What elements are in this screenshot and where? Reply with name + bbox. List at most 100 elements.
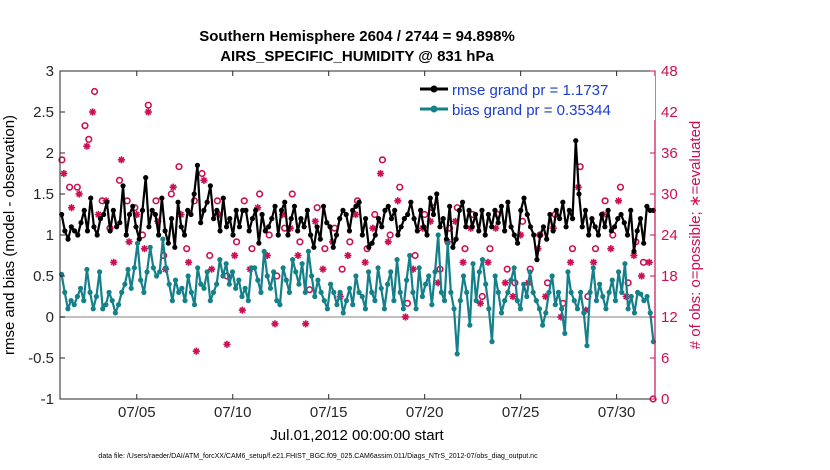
series-point-1: [125, 266, 131, 273]
obs-evaluated-marker: [566, 258, 575, 266]
series-point-1: [486, 306, 492, 312]
series-point-0: [308, 232, 314, 238]
y-axis-label: rmse and bias (model - observation): [1, 115, 18, 355]
series-point-1: [413, 306, 419, 312]
series-point-0: [282, 199, 288, 205]
series-point-0: [605, 207, 611, 213]
y-tick-label: 1.5: [33, 186, 54, 203]
obs-evaluated-marker: [169, 183, 177, 191]
series-point-0: [91, 224, 97, 230]
obs-evaluated-marker: [589, 258, 598, 266]
series-point-1: [476, 269, 482, 275]
series-point-0: [356, 199, 362, 205]
series-point-0: [366, 244, 372, 250]
series-point-0: [615, 216, 621, 222]
series-point-0: [421, 224, 427, 230]
obs-possible-marker: [206, 251, 214, 260]
obs-evaluated-marker: [607, 245, 615, 253]
obs-possible-marker: [296, 238, 304, 246]
obs-possible-marker: [85, 135, 93, 143]
series-point-0: [388, 216, 395, 222]
series-point-1: [128, 285, 134, 291]
series-point-1: [419, 293, 425, 300]
series-point-0: [314, 224, 320, 230]
series-point-0: [611, 224, 618, 230]
series-point-0: [518, 207, 524, 213]
series-point-0: [447, 203, 453, 209]
series-point-1: [169, 298, 175, 304]
series-point-1: [242, 285, 248, 291]
series-point-1: [514, 298, 520, 304]
series-point-0: [172, 244, 178, 250]
series-point-1: [201, 285, 207, 291]
series-point-0: [249, 216, 256, 222]
series-point-1: [258, 289, 264, 295]
obs-possible-marker: [616, 183, 625, 191]
series-point-1: [191, 302, 198, 308]
series-point-0: [372, 232, 378, 238]
series-point-1: [451, 306, 457, 312]
series-point-1: [166, 281, 172, 287]
series-point-0: [246, 228, 252, 234]
series-point-1: [365, 269, 372, 275]
series-point-1: [286, 289, 293, 295]
series-point-0: [641, 240, 647, 246]
series-point-1: [524, 293, 530, 300]
series-point-0: [437, 224, 443, 230]
plot-area: [60, 71, 655, 399]
series-point-0: [152, 211, 158, 218]
series-point-0: [337, 216, 343, 222]
series-point-0: [621, 220, 627, 226]
obs-evaluated-marker: [294, 251, 302, 260]
series-point-0: [466, 207, 472, 213]
series-point-1: [195, 265, 201, 271]
series-point-0: [547, 211, 553, 218]
series-point-1: [264, 273, 270, 279]
series-point-0: [495, 220, 501, 226]
series-point-0: [262, 228, 268, 234]
series-point-0: [560, 199, 566, 205]
obs-possible-marker: [152, 197, 160, 205]
series-point-0: [78, 220, 84, 226]
obs-evaluated-marker: [89, 108, 97, 116]
series-point-0: [126, 211, 133, 218]
y-tick-label-right: 6: [661, 350, 669, 367]
series-point-1: [426, 273, 432, 279]
series-point-1: [81, 298, 87, 304]
obs-possible-marker: [568, 245, 577, 253]
series-point-1: [473, 298, 479, 304]
series-point-0: [573, 138, 579, 144]
series-point-1: [331, 289, 337, 295]
obs-possible-marker: [144, 101, 152, 109]
series-point-0: [527, 224, 534, 230]
series-point-0: [259, 211, 265, 218]
series-point-0: [214, 207, 220, 213]
series-point-1: [410, 289, 416, 295]
series-point-1: [229, 269, 236, 275]
series-point-1: [641, 298, 647, 304]
obs-possible-marker: [601, 197, 609, 205]
legend-rmse-marker: [430, 85, 438, 93]
series-point-0: [156, 232, 162, 238]
series-point-0: [550, 228, 556, 234]
series-point-0: [385, 203, 391, 209]
series-point-1: [356, 289, 362, 295]
series-point-1: [429, 302, 435, 308]
obs-evaluated-marker: [344, 251, 352, 260]
series-point-1: [394, 257, 400, 263]
series-point-0: [201, 207, 207, 213]
series-point-1: [622, 261, 628, 267]
series-point-1: [160, 236, 166, 242]
obs-evaluated-marker: [501, 279, 509, 287]
obs-evaluated-marker: [60, 169, 68, 178]
x-axis-label: Jul.01,2012 00:00:00 start: [270, 427, 444, 444]
obs-possible-marker: [240, 197, 248, 205]
series-point-1: [214, 281, 220, 287]
obs-evaluated-marker: [376, 169, 385, 178]
series-point-1: [540, 322, 546, 328]
series-point-0: [634, 228, 640, 234]
series-point-0: [637, 216, 644, 222]
series-point-1: [71, 302, 77, 308]
legend: rmse grand pr = 1.1737 bias grand pr = 0…: [412, 76, 655, 120]
series-point-1: [597, 281, 603, 287]
